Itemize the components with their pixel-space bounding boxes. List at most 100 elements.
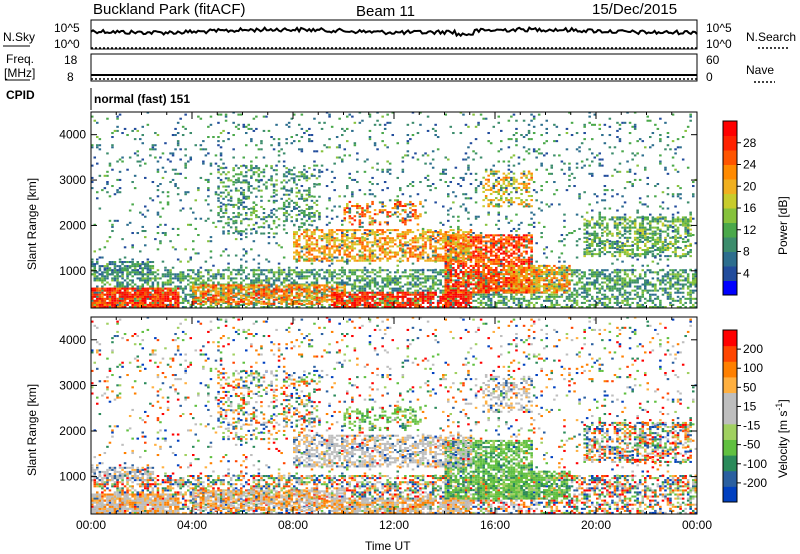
- power-cell: [457, 287, 460, 290]
- power-cell: [515, 273, 518, 276]
- power-cell: [560, 279, 564, 282]
- power-cell: [184, 299, 187, 302]
- power-cell: [495, 262, 498, 265]
- power-cell: [245, 306, 248, 309]
- power-cell: [532, 285, 536, 288]
- power-cell: [457, 291, 460, 294]
- power-cell: [315, 294, 319, 297]
- power-cell: [285, 288, 288, 291]
- power-cell: [421, 253, 425, 256]
- power-cell: [280, 290, 283, 293]
- power-cell: [396, 233, 400, 236]
- power-cell: [477, 281, 480, 284]
- power-cell: [383, 269, 387, 272]
- power-cell: [161, 285, 165, 288]
- power-cell: [555, 279, 559, 282]
- power-cell: [515, 293, 518, 296]
- power-cell: [500, 295, 503, 298]
- power-cell: [411, 231, 415, 234]
- power-cell: [447, 244, 450, 247]
- power-cell: [543, 277, 546, 280]
- power-cell: [282, 292, 286, 295]
- power-cell: [118, 299, 122, 302]
- power-cell: [373, 301, 377, 304]
- power-cell: [550, 299, 554, 302]
- power-cell: [459, 285, 463, 288]
- power-cell: [681, 283, 685, 286]
- power-cell: [212, 288, 215, 291]
- power-cell: [611, 293, 614, 296]
- power-cell: [139, 285, 142, 288]
- power-cell: [651, 306, 655, 309]
- power-cell: [265, 296, 268, 299]
- power-cell: [500, 277, 503, 280]
- power-cell: [613, 279, 617, 282]
- power-cell: [381, 287, 384, 290]
- power-cell: [391, 293, 395, 296]
- power-cell: [386, 295, 389, 298]
- power-cell: [209, 269, 213, 272]
- power-cell: [358, 281, 362, 284]
- power-cell: [358, 303, 362, 306]
- power-cell: [510, 258, 513, 261]
- power-cell: [467, 275, 470, 278]
- power-cell: [591, 273, 594, 276]
- power-cell: [560, 277, 564, 280]
- power-cell: [666, 275, 670, 278]
- power-cell: [262, 290, 266, 293]
- power-cell: [477, 269, 480, 272]
- power-cell: [313, 233, 316, 236]
- power-cell: [467, 301, 470, 304]
- power-cell: [484, 283, 488, 286]
- power-cell: [462, 279, 465, 282]
- power-cell: [174, 273, 177, 276]
- power-cell: [381, 291, 384, 294]
- power-cell: [641, 289, 645, 292]
- power-cell: [187, 301, 190, 304]
- power-cell: [442, 293, 445, 296]
- power-cell: [495, 269, 498, 272]
- power-cell: [318, 275, 321, 278]
- power-cell: [510, 234, 513, 237]
- power-cell: [522, 277, 526, 280]
- power-cell: [495, 242, 498, 245]
- power-cell: [310, 247, 314, 250]
- power-cell: [192, 295, 195, 298]
- power-cell: [507, 277, 511, 280]
- power-cell: [510, 295, 513, 298]
- power-cell: [151, 281, 155, 284]
- power-cell: [563, 277, 566, 280]
- power-cell: [325, 295, 329, 298]
- power-cell: [325, 288, 329, 291]
- power-cell: [487, 260, 490, 263]
- power-cell: [674, 269, 677, 272]
- power-cell: [257, 281, 261, 284]
- power-cell: [411, 253, 415, 256]
- power-cell: [373, 293, 377, 296]
- radar-title: Buckland Park (fitACF): [93, 1, 246, 18]
- power-cell: [454, 273, 458, 276]
- power-cell: [320, 303, 324, 306]
- freq-panel: Freq. [MHz] 18 8 60 0 Nave: [4, 52, 775, 84]
- power-cell: [381, 285, 384, 288]
- power-cell: [209, 300, 213, 303]
- power-cell: [333, 231, 336, 234]
- power-cell: [197, 286, 200, 289]
- power-cell: [234, 273, 238, 276]
- power-cell: [580, 291, 584, 294]
- power-cell: [404, 249, 407, 252]
- power-cell: [553, 285, 556, 288]
- power-cell: [267, 294, 271, 297]
- power-cell: [573, 271, 576, 274]
- power-cell: [656, 279, 660, 282]
- power-cell: [623, 279, 627, 282]
- power-cell: [565, 306, 569, 309]
- power-cell: [335, 245, 339, 248]
- power-cell: [386, 306, 389, 309]
- power-cell: [510, 264, 513, 267]
- power-cell: [298, 245, 301, 248]
- power-cell: [383, 249, 387, 252]
- power-cell: [323, 306, 326, 309]
- power-cell: [361, 285, 364, 288]
- power-cell: [366, 241, 369, 244]
